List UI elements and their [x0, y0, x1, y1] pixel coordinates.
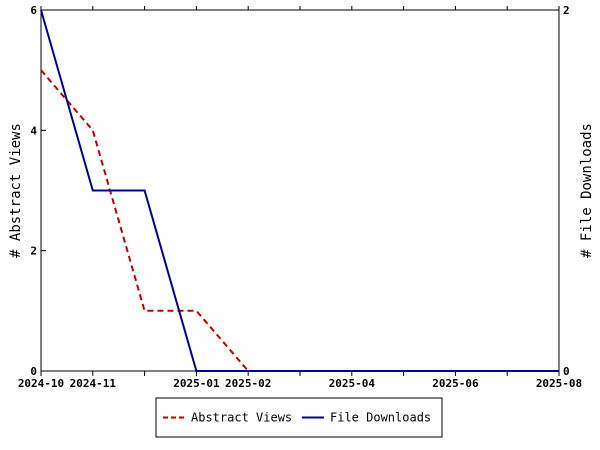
y2-tick-label: 0 — [563, 365, 570, 378]
x-tick-label: 2025-08 — [536, 377, 582, 390]
x-tick-label: 2025-04 — [329, 377, 376, 390]
legend-box — [155, 397, 443, 438]
x-tick-label: 2025-06 — [432, 377, 479, 390]
y-tick-label: 4 — [30, 124, 37, 137]
y-tick-label: 0 — [30, 365, 37, 378]
legend-label: Abstract Views — [191, 411, 292, 425]
y-tick-label: 2 — [30, 245, 37, 258]
y-tick-label: 6 — [30, 4, 37, 17]
y-axis-title: # Abstract Views — [8, 123, 24, 258]
series-line-abstract-views — [40, 69, 559, 372]
legend-label: File Downloads — [330, 411, 431, 425]
x-tick-label: 2024-10 — [18, 377, 64, 390]
y2-tick-label: 2 — [563, 4, 570, 17]
x-tick-label: 2025-01 — [173, 377, 220, 390]
y2-axis-title: # File Downloads — [579, 123, 595, 258]
x-tick-label: 2024-11 — [70, 377, 117, 390]
x-tick-label: 2025-02 — [225, 377, 271, 390]
series-line-file-downloads — [40, 9, 559, 372]
